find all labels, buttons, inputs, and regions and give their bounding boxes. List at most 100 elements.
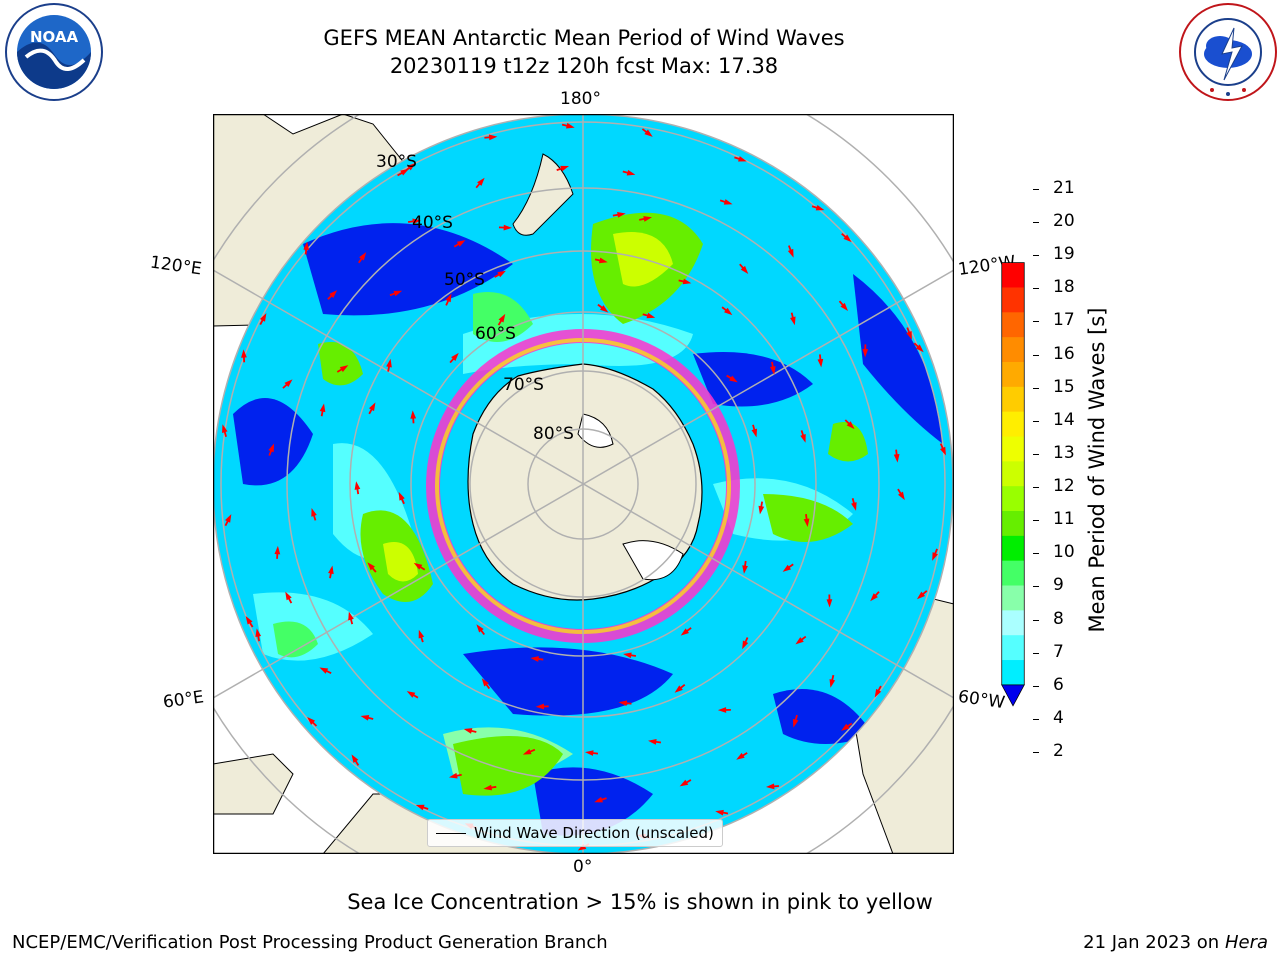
wave-direction-arrowhead [354,481,361,490]
wave-direction-arrowhead [497,270,506,278]
footer-date: 21 Jan 2023 on Hera [1083,932,1268,953]
colorbar-cell [1001,511,1025,537]
colorbar-cell [1001,660,1025,686]
sea-ice-caption: Sea Ice Concentration > 15% is shown in … [347,890,933,914]
colorbar-tick-mark [1033,652,1039,654]
wave-direction-arrowhead [740,265,749,274]
wave-direction-arrowhead [795,637,804,645]
wave-direction-arrowhead [535,703,545,710]
colorbar-tick-label: 11 [1053,509,1075,530]
wave-direction-arrowhead [503,224,512,231]
wave-direction-arrowhead [368,402,376,412]
wave-direction-arrowhead [303,241,310,251]
colorbar-tick-mark [1033,288,1039,290]
wave-direction-arrowhead [939,446,946,456]
wave-direction-arrowhead [846,421,855,430]
colorbar-tick-label: 8 [1053,608,1064,629]
wave-direction-arrowhead [448,772,458,779]
wave-direction-arrowhead [477,177,485,186]
wave-direction-arrowhead [393,290,403,297]
colorbar-tick-label: 4 [1053,707,1064,728]
wave-direction-arrowhead [758,505,765,515]
wave-direction-arrowhead [916,591,926,600]
chart-subtitle: 20230119 t12z 120h fcst Max: 17.38 [389,54,779,78]
colorbar-cell [1001,411,1025,437]
wave-direction-arrowhead [348,611,354,621]
colorbar [1001,262,1025,707]
lon-label-120e: 120°E [148,252,203,280]
colorbar-cell [1001,585,1025,611]
wave-direction-arrowhead [285,591,292,601]
map-legend: Wind Wave Direction (unscaled) [427,819,723,847]
wave-direction-arrowhead [717,707,727,713]
colorbar-tick-mark [1033,718,1039,720]
wave-direction-arrowhead [790,316,796,326]
new-zealand-land [512,153,574,236]
wave-direction-arrowhead [643,216,652,222]
wave-direction-arrowhead [915,344,924,353]
wave-direction-arrowhead [360,715,370,721]
wave-direction-arrowhead [386,358,392,368]
wave-direction-arrowhead [851,502,857,511]
wave-direction-arrowhead [329,290,338,298]
wave-direction-arrowhead [626,169,636,176]
wave-direction-arrowhead [874,688,882,698]
lat-label-30s: 30°S [376,152,417,172]
footer-credit: NCEP/EMC/Verification Post Processing Pr… [12,932,608,953]
wave-direction-arrowhead [225,514,232,523]
colorbar-cell [1001,535,1025,562]
colorbar-tick-mark [1033,685,1039,687]
wave-direction-arrowhead [410,410,417,419]
colorbar-tick-mark [1033,222,1039,224]
colorbar-tick-label: 7 [1053,641,1064,662]
wave-direction-arrowhead [463,728,473,734]
wave-direction-arrowhead [268,443,275,453]
wave-direction-arrowhead [682,278,692,285]
wave-direction-arrowhead [751,428,758,438]
wave-direction-arrowhead [307,717,316,725]
wave-direction-arrowhead [765,783,775,790]
wave-direction-arrowhead [560,165,570,172]
colorbar-tick-label: 17 [1053,310,1075,331]
colorbar-tick-label: 20 [1053,211,1075,232]
noaa-logo-text: NOAA [30,28,79,46]
wave-direction-arrowhead [715,809,724,816]
wave-direction-arrowhead [274,545,281,555]
colorbar-tick-mark [1033,586,1039,588]
wave-direction-arrowhead [840,302,848,311]
wave-direction-arrowhead [803,518,810,528]
polar-map [213,114,954,854]
wave-direction-arrowhead [729,375,738,383]
lon-label-0: 0° [573,857,593,877]
wave-direction-arrowhead [898,491,905,501]
wave-direction-arrowhead [782,564,792,572]
wave-direction-arrowhead [893,454,900,463]
wave-direction-arrowhead [418,629,425,639]
colorbar-tick-label: 12 [1053,476,1075,497]
wave-direction-arrowhead [284,379,293,388]
wave-direction-arrowhead [319,667,329,674]
wave-direction-arrowhead [445,293,452,303]
wave-direction-arrowhead [498,313,506,323]
lat-label-40s: 40°S [412,213,453,233]
footer-host: Hera [1224,932,1268,953]
wave-direction-arrowhead [843,234,852,243]
wave-direction-arrowhead [679,779,689,787]
colorbar-tick-mark [1033,752,1039,753]
colorbar-tick-label: 9 [1053,575,1064,596]
colorbar-cell [1001,386,1025,413]
wave-direction-arrowhead [792,718,799,728]
wave-direction-arrowhead [932,552,938,561]
lon-label-60e: 60°E [161,687,206,713]
wave-direction-arrowhead [522,748,532,755]
wave-direction-arrowhead [829,679,836,688]
wave-direction-arrowhead [618,700,628,707]
lat-label-50s: 50°S [444,270,485,290]
wave-direction-arrowhead [245,616,253,625]
legend-label: Wind Wave Direction (unscaled) [474,824,714,842]
wave-direction-arrowhead [617,212,626,218]
wave-direction-arrowhead [826,599,833,608]
colorbar-cell [1001,635,1025,661]
colorbar-tick-mark [1033,420,1039,422]
wave-direction-arrowhead [339,365,349,372]
